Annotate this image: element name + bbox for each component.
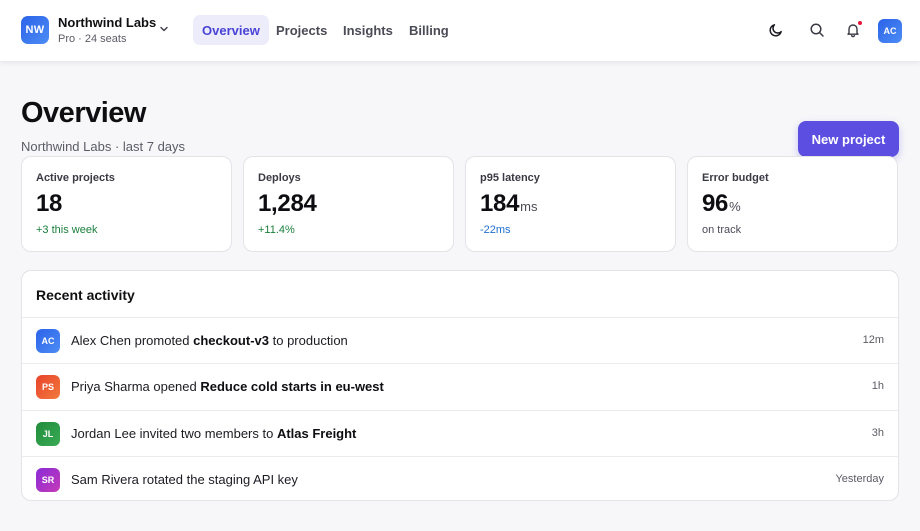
stat-value: 1,284	[258, 190, 317, 217]
workspace-plan: Pro · 24 seats	[58, 33, 127, 45]
page-subtitle: Northwind Labs · last 7 days	[21, 139, 186, 154]
stat-label: Error budget	[702, 172, 769, 184]
notification-badge	[857, 20, 863, 26]
theme-toggle-button[interactable]	[765, 19, 787, 41]
user-avatar[interactable]: AC	[878, 19, 902, 43]
stat-value-group: 18	[36, 190, 63, 218]
activity-target[interactable]: Atlas Freight	[276, 425, 357, 441]
activity-item[interactable]: SR Sam Rivera rotated the staging API ke…	[22, 455, 898, 500]
stat-card-deploys: Deploys 1,284 +11.4%	[243, 156, 454, 252]
stat-card-error-budget: Error budget 96 % on track	[687, 156, 898, 252]
workspace-name[interactable]: Northwind Labs	[58, 15, 157, 30]
activity-text: Priya Sharma opened Reduce cold starts i…	[71, 379, 384, 394]
new-project-button[interactable]: New project	[798, 121, 899, 157]
activity-item[interactable]: JL Jordan Lee invited two members to Atl…	[22, 409, 898, 456]
bell-icon	[847, 24, 859, 38]
activity-timestamp: 3h	[871, 426, 884, 439]
search-button[interactable]	[806, 19, 828, 41]
avatar: PS	[36, 375, 60, 400]
activity-timestamp: 1h	[871, 380, 884, 393]
stat-label: p95 latency	[480, 172, 540, 184]
page-title: Overview	[21, 97, 146, 129]
workspace-logo[interactable]: NW	[21, 16, 49, 44]
recent-activity-panel: Recent activity AC Alex Chen promoted ch…	[21, 270, 899, 501]
activity-text: Jordan Lee invited two members to Atlas …	[71, 426, 356, 441]
activity-text: Sam Rivera rotated the staging API key	[71, 472, 298, 487]
activity-list: AC Alex Chen promoted checkout-v3 to pro…	[22, 317, 898, 500]
activity-timestamp: 12m	[862, 334, 884, 346]
stat-delta: +3 this week	[36, 224, 98, 236]
activity-item[interactable]: AC Alex Chen promoted checkout-v3 to pro…	[22, 317, 898, 363]
stat-delta: -22ms	[480, 224, 511, 236]
moon-icon	[769, 24, 782, 37]
stat-delta: +11.4%	[258, 224, 295, 236]
avatar: SR	[36, 467, 60, 492]
tab-insights[interactable]: Insights	[343, 22, 393, 38]
stat-unit: ms	[520, 199, 538, 214]
activity-text: Alex Chen promoted checkout-v3 to produc…	[71, 333, 348, 348]
tab-overview[interactable]: Overview	[193, 15, 269, 45]
search-icon	[810, 23, 824, 37]
activity-text-after: to production	[269, 333, 348, 348]
stat-label: Deploys	[258, 172, 301, 184]
avatar: AC	[36, 329, 60, 353]
activity-text-before: Alex Chen promoted	[71, 333, 194, 348]
activity-text-before: Jordan Lee invited two members to	[71, 425, 277, 441]
activity-text-before: Priya Sharma opened	[71, 379, 201, 395]
stat-value: 184	[480, 190, 520, 217]
chevron-down-icon	[160, 26, 168, 32]
activity-timestamp: Yesterday	[835, 472, 884, 485]
tab-billing[interactable]: Billing	[409, 22, 449, 38]
stat-card-p95-latency: p95 latency 184 ms -22ms	[465, 156, 676, 252]
stat-value-group: 96 %	[702, 190, 741, 218]
stat-value-group: 184 ms	[480, 190, 538, 218]
stat-delta: on track	[702, 224, 742, 236]
stat-label: Active projects	[36, 172, 115, 184]
avatar: JL	[36, 421, 60, 446]
activity-target[interactable]: checkout-v3	[193, 333, 269, 348]
stat-value: 18	[36, 190, 63, 217]
activity-target[interactable]: Reduce cold starts in eu-west	[200, 379, 384, 395]
stat-value-group: 1,284	[258, 190, 318, 218]
stat-card-active-projects: Active projects 18 +3 this week	[21, 156, 232, 252]
activity-text-before: Sam Rivera rotated the staging API key	[71, 471, 298, 487]
recent-activity-title: Recent activity	[36, 287, 135, 303]
workspace-switcher-button[interactable]	[158, 23, 170, 35]
stat-unit: %	[729, 199, 741, 214]
activity-item[interactable]: PS Priya Sharma opened Reduce cold start…	[22, 363, 898, 409]
top-bar: NW Northwind Labs Pro · 24 seats Overvie…	[0, 0, 920, 61]
stat-value: 96	[702, 190, 729, 217]
tab-projects[interactable]: Projects	[276, 22, 328, 38]
notifications-button[interactable]	[842, 19, 864, 41]
